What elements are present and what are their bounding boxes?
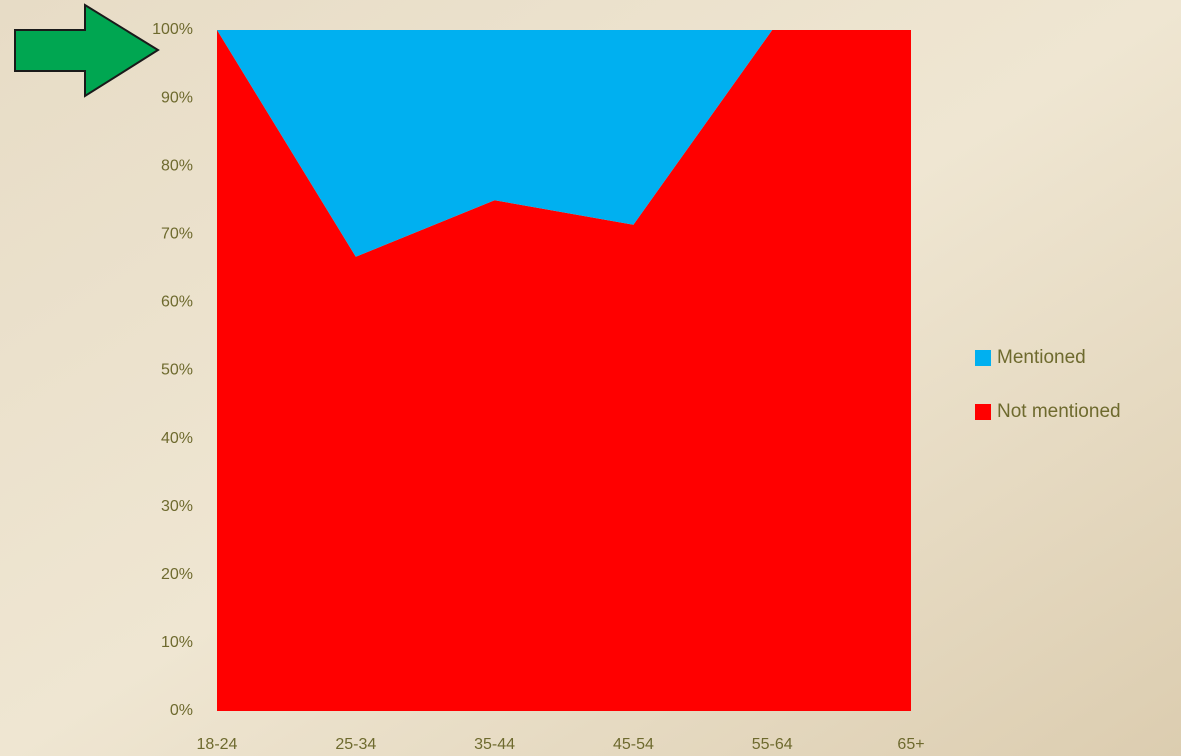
arrow — [14, 3, 160, 98]
y-tick-label: 30% — [161, 498, 193, 515]
y-tick-label: 10% — [161, 634, 193, 651]
y-tick-label: 50% — [161, 362, 193, 379]
y-tick-label: 90% — [161, 89, 193, 106]
area — [217, 30, 911, 711]
x-tick-label: 65+ — [897, 736, 924, 753]
x-tick-label: 55-64 — [752, 736, 793, 753]
x-tick-label: 35-44 — [474, 736, 515, 753]
y-tick-label: 60% — [161, 294, 193, 311]
y-tick-label: 100% — [152, 21, 193, 38]
area — [217, 30, 911, 257]
legend-label: Mentioned — [997, 347, 1086, 368]
y-tick-label: 80% — [161, 157, 193, 174]
x-tick-label: 25-34 — [335, 736, 376, 753]
legend-swatch — [975, 350, 991, 366]
y-tick-label: 70% — [161, 226, 193, 243]
y-tick-label: 20% — [161, 566, 193, 583]
x-tick-label: 45-54 — [613, 736, 654, 753]
x-tick-label: 18-24 — [197, 736, 238, 753]
legend-label: Not mentioned — [997, 401, 1121, 422]
legend-swatch — [975, 404, 991, 420]
y-tick-label: 0% — [170, 702, 193, 719]
y-tick-label: 40% — [161, 430, 193, 447]
